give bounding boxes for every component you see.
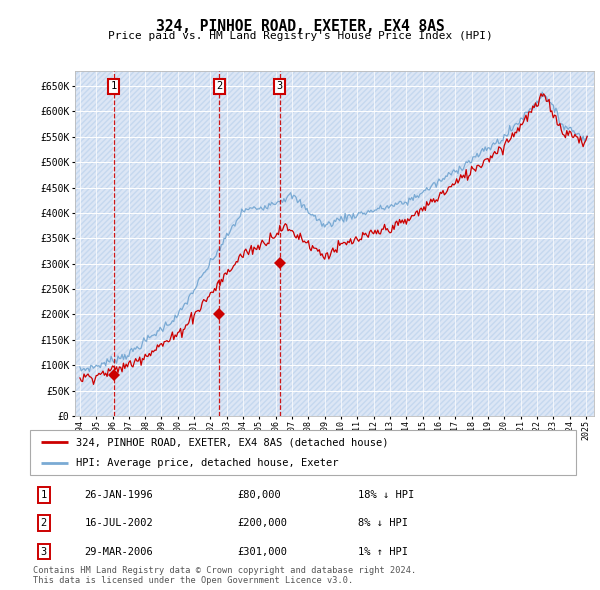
Text: 3: 3 [277, 81, 283, 91]
Text: Contains HM Land Registry data © Crown copyright and database right 2024.
This d: Contains HM Land Registry data © Crown c… [33, 566, 416, 585]
Text: 1% ↑ HPI: 1% ↑ HPI [358, 546, 407, 556]
FancyBboxPatch shape [30, 430, 576, 475]
Text: 2: 2 [216, 81, 223, 91]
Text: 2: 2 [41, 518, 47, 527]
Text: £80,000: £80,000 [238, 490, 281, 500]
Text: 29-MAR-2006: 29-MAR-2006 [85, 546, 154, 556]
Text: 1: 1 [41, 490, 47, 500]
Text: 324, PINHOE ROAD, EXETER, EX4 8AS: 324, PINHOE ROAD, EXETER, EX4 8AS [155, 19, 445, 34]
Text: 324, PINHOE ROAD, EXETER, EX4 8AS (detached house): 324, PINHOE ROAD, EXETER, EX4 8AS (detac… [76, 437, 389, 447]
Text: 8% ↓ HPI: 8% ↓ HPI [358, 518, 407, 527]
Text: 18% ↓ HPI: 18% ↓ HPI [358, 490, 414, 500]
Text: 1: 1 [110, 81, 117, 91]
Text: 26-JAN-1996: 26-JAN-1996 [85, 490, 154, 500]
Text: 3: 3 [41, 546, 47, 556]
Text: Price paid vs. HM Land Registry's House Price Index (HPI): Price paid vs. HM Land Registry's House … [107, 31, 493, 41]
Text: 16-JUL-2002: 16-JUL-2002 [85, 518, 154, 527]
Text: £301,000: £301,000 [238, 546, 287, 556]
Text: £200,000: £200,000 [238, 518, 287, 527]
Text: HPI: Average price, detached house, Exeter: HPI: Average price, detached house, Exet… [76, 458, 339, 468]
